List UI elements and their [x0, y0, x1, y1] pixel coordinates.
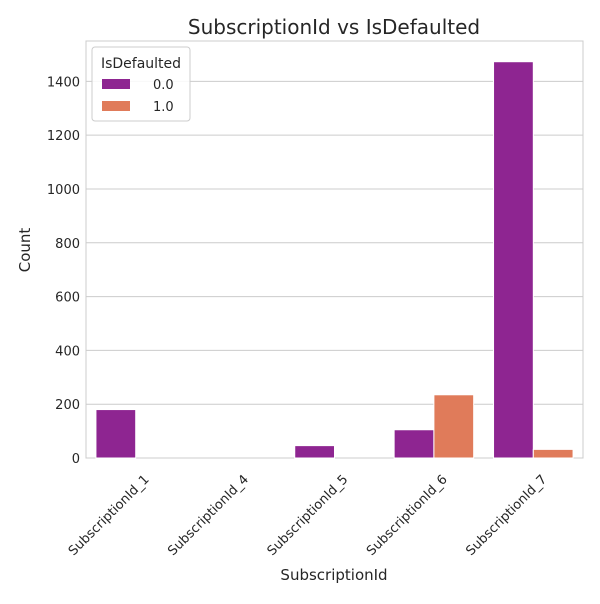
- chart-title: SubscriptionId vs IsDefaulted: [188, 15, 480, 39]
- x-axis-label: SubscriptionId: [280, 566, 387, 584]
- legend-swatch: [102, 79, 130, 89]
- y-axis-label: Count: [16, 228, 34, 273]
- y-tick-label: 1000: [47, 183, 80, 198]
- y-tick-label: 1200: [47, 129, 80, 144]
- bar-1-0-SubscriptionId_7: [532, 448, 574, 459]
- x-tick-label: SubscriptionId_4: [165, 472, 252, 559]
- bar-0-0-SubscriptionId_6: [393, 429, 435, 459]
- y-tick-label: 200: [55, 398, 80, 413]
- x-tick-label: SubscriptionId_7: [463, 472, 550, 559]
- y-tick-label: 1400: [47, 75, 80, 90]
- bars: [95, 61, 574, 459]
- legend: IsDefaulted 0.0 1.0: [91, 46, 191, 122]
- x-axis-ticks: SubscriptionId_1 SubscriptionId_4 Subscrip…: [66, 472, 550, 559]
- bar-0-0-SubscriptionId_7: [493, 61, 534, 459]
- y-axis-ticks: 0 200 400 600 800 1000 1200 1400: [47, 75, 80, 467]
- y-tick-label: 400: [55, 344, 80, 359]
- bar-1-0-SubscriptionId_6: [433, 394, 475, 459]
- legend-label: 1.0: [153, 100, 174, 115]
- x-tick-label: SubscriptionId_6: [364, 472, 451, 559]
- bar-0-0-SubscriptionId_5: [294, 445, 335, 459]
- y-tick-label: 600: [55, 291, 80, 306]
- legend-label: 0.0: [153, 78, 174, 93]
- x-tick-label: SubscriptionId_1: [66, 472, 153, 559]
- x-tick-label: SubscriptionId_5: [265, 472, 352, 559]
- legend-title: IsDefaulted: [101, 56, 181, 72]
- legend-swatch: [102, 101, 130, 111]
- y-tick-label: 800: [55, 237, 80, 252]
- bar-0-0-SubscriptionId_1: [95, 409, 137, 459]
- y-tick-label: 0: [72, 452, 80, 467]
